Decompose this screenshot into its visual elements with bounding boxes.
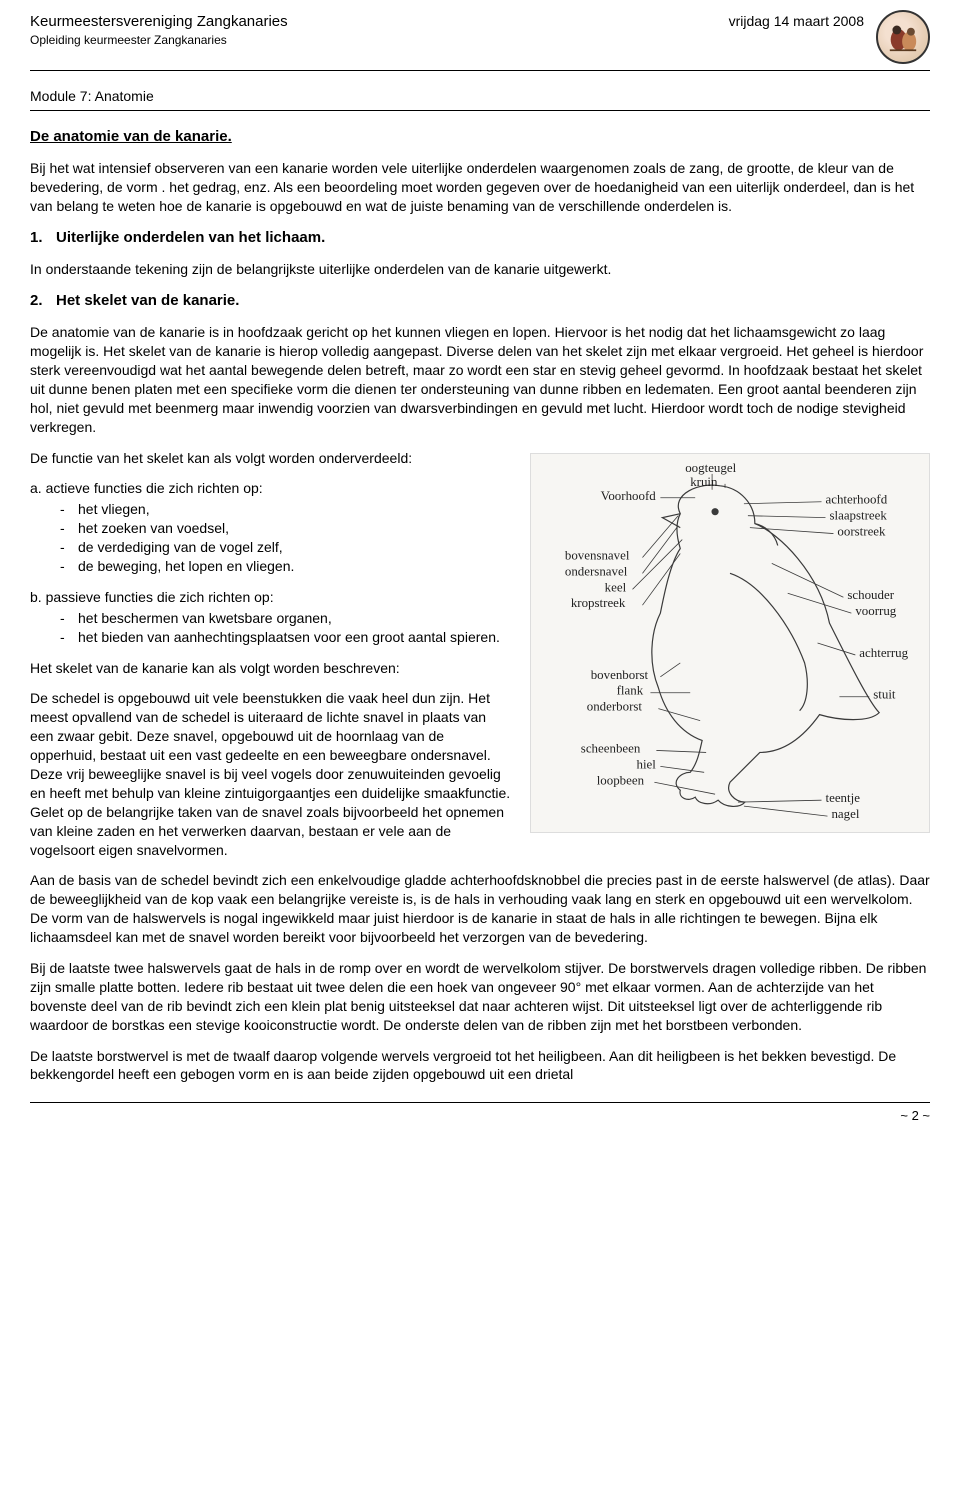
list-item: -het vliegen, [60,500,512,519]
list-item-text: de verdediging van de vogel zelf, [78,538,283,557]
dash-icon: - [60,538,78,557]
figure-label: achterhoofd [825,491,887,506]
figure-label: achterrug [859,644,908,659]
module-line: Module 7: Anatomie [30,87,930,106]
list-item: -het zoeken van voedsel, [60,519,512,538]
para-heiligbeen: De laatste borstwervel is met de twaalf … [30,1047,930,1085]
header-sub: Opleiding keurmeester Zangkanaries [30,32,729,48]
list-item-text: het zoeken van voedsel, [78,519,229,538]
figure-label: hiel [636,756,656,771]
figure-label: slaapstreek [829,507,887,522]
figure-label: kropstreek [571,595,626,610]
figure-label: ondersnavel [565,563,628,578]
figure-label: teentje [825,790,860,805]
header-org: Keurmeestersvereniging Zangkanaries [30,12,729,32]
figure-label: voorrug [855,603,896,618]
list-item-text: het bieden van aanhechtingsplaatsen voor… [78,628,500,647]
header-date: vrijdag 14 maart 2008 [729,12,864,31]
heading-1-text: Uiterlijke onderdelen van het lichaam. [56,229,325,246]
list-item: -het beschermen van kwetsbare organen, [60,609,512,628]
dash-icon: - [60,628,78,647]
heading-2: 2.Het skelet van de kanarie. [30,291,930,311]
footer-rule [30,1102,930,1103]
bird-anatomy-figure: oogteugelkruin Voorhoofd bovensnavelonders… [530,453,930,833]
figure-label: bovenborst [591,666,649,681]
figure-label: flank [617,682,644,697]
dash-icon: - [60,519,78,538]
dash-icon: - [60,557,78,576]
header-rule [30,110,930,111]
figure-label: onderborst [587,698,643,713]
heading-1-num: 1. [30,228,56,248]
figure-label: scheenbeen [581,740,641,755]
bird-logo-icon [876,10,930,64]
figure-label: oogteugel [685,459,736,474]
figure-label: kruin [690,473,718,488]
list-item-text: het vliegen, [78,500,150,519]
dash-icon: - [60,500,78,519]
list-item: -de beweging, het lopen en vliegen. [60,557,512,576]
list-item: -het bieden van aanhechtingsplaatsen voo… [60,628,512,647]
figure-label: loopbeen [597,772,645,787]
page-number: ~ 2 ~ [30,1107,930,1125]
wrap-block: oogteugelkruin Voorhoofd bovensnavelonders… [30,449,930,872]
page-header: Keurmeestersvereniging Zangkanaries Ople… [30,12,930,71]
figure-label: schouder [847,587,894,602]
figure-label: keel [605,579,627,594]
list-item: -de verdediging van de vogel zelf, [60,538,512,557]
para-skeleton-intro: De anatomie van de kanarie is in hoofdza… [30,323,930,436]
heading-2-num: 2. [30,291,56,311]
figure-label: bovensnavel [565,547,630,562]
dash-icon: - [60,609,78,628]
figure-label: stuit [873,686,896,701]
intro-paragraph: Bij het wat intensief observeren van een… [30,159,930,216]
page-title: De anatomie van de kanarie. [30,127,930,147]
heading-1: 1.Uiterlijke onderdelen van het lichaam. [30,228,930,248]
header-left: Keurmeestersvereniging Zangkanaries Ople… [30,12,729,48]
list-item-text: de beweging, het lopen en vliegen. [78,557,294,576]
heading-2-text: Het skelet van de kanarie. [56,292,239,309]
figure-label: oorstreek [837,523,886,538]
para-ribben: Bij de laatste twee halswervels gaat de … [30,959,930,1035]
list-item-text: het beschermen van kwetsbare organen, [78,609,332,628]
para-halswervel: Aan de basis van de schedel bevindt zich… [30,871,930,947]
figure-label: nagel [831,806,859,821]
figure-label: Voorhoofd [601,487,657,502]
para-drawing-note: In onderstaande tekening zijn de belangr… [30,260,930,279]
